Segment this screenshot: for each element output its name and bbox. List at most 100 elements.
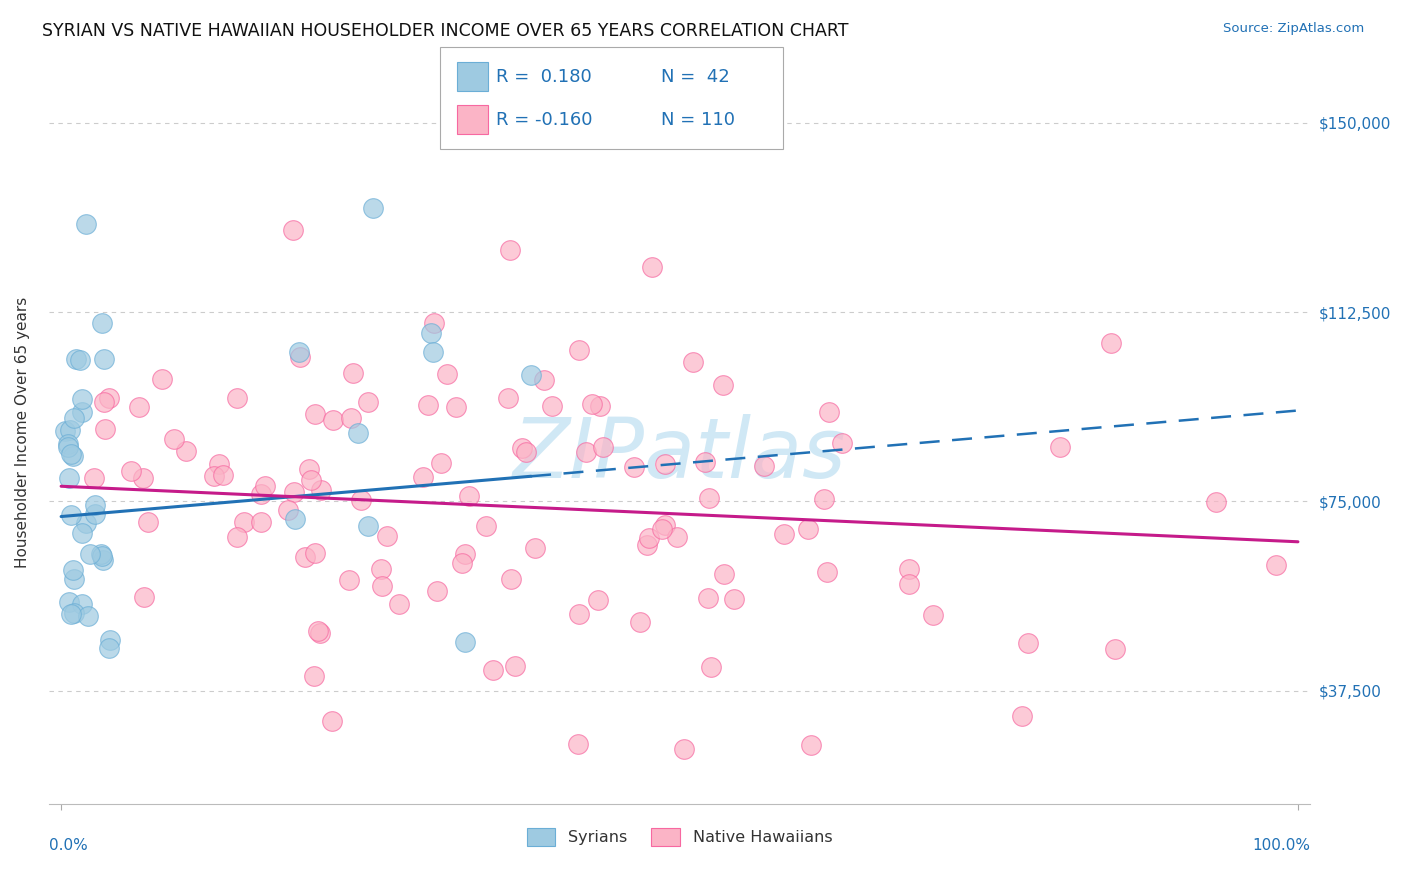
Point — [94, 421, 117, 435]
Text: R = -0.160: R = -0.160 — [496, 111, 593, 128]
Point — [693, 455, 716, 469]
Point — [651, 522, 673, 536]
Text: R =  0.180: R = 0.180 — [496, 68, 592, 86]
Point — [83, 470, 105, 484]
Point — [288, 344, 311, 359]
Point — [586, 592, 609, 607]
Point — [1205, 494, 1227, 508]
Point — [568, 343, 591, 357]
Point — [277, 503, 299, 517]
Point — [623, 460, 645, 475]
Point — [475, 518, 498, 533]
Point — [1104, 641, 1126, 656]
Point — [321, 714, 343, 729]
Point — [70, 597, 93, 611]
Point — [342, 367, 364, 381]
Point — [592, 440, 614, 454]
Point — [1264, 558, 1286, 572]
Text: Source: ZipAtlas.com: Source: ZipAtlas.com — [1223, 22, 1364, 36]
Text: N =  42: N = 42 — [661, 68, 730, 86]
Point — [697, 591, 720, 605]
Point — [304, 546, 326, 560]
Point — [136, 516, 159, 530]
Point — [150, 372, 173, 386]
Text: 0.0%: 0.0% — [49, 838, 87, 853]
Point — [589, 399, 612, 413]
Point — [515, 445, 537, 459]
Point — [713, 377, 735, 392]
Point — [58, 437, 80, 451]
Point — [63, 572, 86, 586]
Point — [53, 424, 76, 438]
Point — [897, 576, 920, 591]
Point — [60, 508, 83, 522]
Point — [568, 607, 591, 621]
Point — [422, 345, 444, 359]
Point — [250, 486, 273, 500]
Point — [357, 519, 380, 533]
Point — [772, 526, 794, 541]
Point — [212, 468, 235, 483]
Point — [541, 400, 564, 414]
Point — [98, 641, 121, 656]
Point — [58, 423, 80, 437]
Point — [800, 738, 823, 752]
Point — [453, 635, 475, 649]
Point — [898, 562, 921, 576]
Point — [226, 392, 249, 406]
Text: ZIPatlas: ZIPatlas — [513, 414, 846, 495]
Point — [636, 538, 658, 552]
Point — [91, 317, 114, 331]
Point — [202, 469, 225, 483]
Point — [1049, 440, 1071, 454]
Point — [371, 579, 394, 593]
Point — [665, 530, 688, 544]
Point — [307, 624, 329, 638]
Y-axis label: Householder Income Over 65 years: Householder Income Over 65 years — [15, 296, 30, 567]
Point — [575, 445, 598, 459]
Point — [163, 432, 186, 446]
Point — [1017, 636, 1039, 650]
Point — [628, 615, 651, 630]
Point — [512, 441, 534, 455]
Point — [250, 515, 273, 529]
Point — [713, 567, 735, 582]
Point — [93, 352, 115, 367]
Point — [83, 508, 105, 522]
Point — [339, 411, 361, 425]
Point — [754, 459, 776, 474]
Point — [458, 489, 481, 503]
Legend: Syrians, Native Hawaiians: Syrians, Native Hawaiians — [520, 822, 839, 852]
Text: SYRIAN VS NATIVE HAWAIIAN HOUSEHOLDER INCOME OVER 65 YEARS CORRELATION CHART: SYRIAN VS NATIVE HAWAIIAN HOUSEHOLDER IN… — [42, 22, 849, 40]
Point — [567, 737, 589, 751]
Point — [831, 436, 853, 450]
Point — [444, 400, 467, 414]
Point — [450, 556, 472, 570]
Point — [120, 464, 142, 478]
Point — [93, 395, 115, 409]
Point — [654, 457, 676, 471]
Point — [70, 405, 93, 419]
Point — [58, 595, 80, 609]
Point — [75, 516, 97, 530]
Point — [673, 742, 696, 756]
Point — [226, 530, 249, 544]
Text: 100.0%: 100.0% — [1253, 838, 1310, 853]
Point — [132, 590, 155, 604]
Point — [62, 449, 84, 463]
Point — [298, 462, 321, 476]
Point — [533, 373, 555, 387]
Point — [499, 243, 522, 257]
Point — [284, 512, 307, 526]
Point — [283, 485, 305, 500]
Point — [370, 562, 392, 576]
Point — [412, 470, 434, 484]
Point — [815, 566, 838, 580]
Point — [337, 573, 360, 587]
Point — [254, 479, 277, 493]
Point — [91, 549, 114, 564]
Point — [420, 326, 443, 341]
Point — [322, 412, 344, 426]
Point — [91, 553, 114, 567]
Point — [76, 608, 98, 623]
